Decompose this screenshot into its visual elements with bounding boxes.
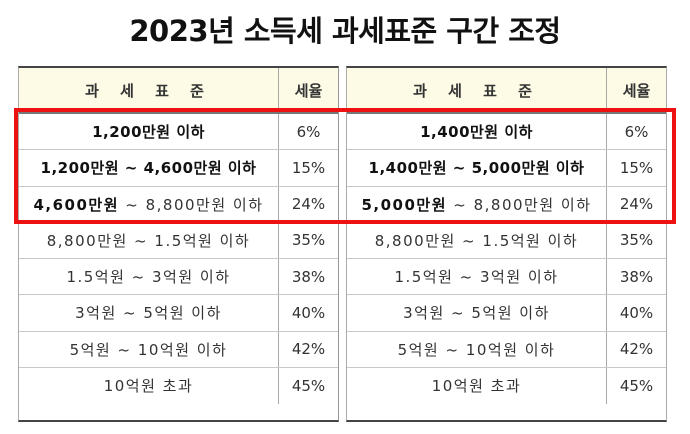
bracket-cell: 1,400만원 이하 bbox=[347, 114, 607, 150]
rate-cell: 15% bbox=[619, 158, 654, 177]
bracket-cell: 1,200만원 ~ 4,600만원 이하 bbox=[19, 150, 279, 186]
table-row: 8,800만원 ~ 1.5억원 이하 35% bbox=[347, 222, 666, 259]
bracket-rest-part: ~ 8,800만원 이하 bbox=[119, 195, 264, 214]
bracket-cell: 5억원 ~ 10억원 이하 bbox=[19, 331, 279, 367]
rate-cell: 38% bbox=[619, 267, 654, 286]
header-rate: 세율 bbox=[294, 81, 323, 100]
bracket-cell: 8,800만원 ~ 1.5억원 이하 bbox=[347, 222, 607, 258]
bracket-cell: 3억원 ~ 5억원 이하 bbox=[19, 295, 279, 331]
bracket-cell: 5,000만원 ~ 8,800만원 이하 bbox=[347, 186, 607, 222]
bracket-cell: 1.5억원 ~ 3억원 이하 bbox=[347, 259, 607, 295]
table-row: 3억원 ~ 5억원 이하 40% bbox=[347, 295, 666, 332]
rate-cell: 6% bbox=[624, 122, 649, 141]
header-bracket: 과 세 표 준 bbox=[19, 68, 279, 112]
bracket-cell: 8,800만원 ~ 1.5억원 이하 bbox=[19, 222, 279, 258]
table-row: 5억원 ~ 10억원 이하 42% bbox=[347, 331, 666, 368]
bracket-cell: 10억원 초과 bbox=[19, 367, 279, 404]
table-header: 과 세 표 준 세율 bbox=[347, 68, 666, 114]
rate-cell: 45% bbox=[619, 376, 654, 395]
table-row: 3억원 ~ 5억원 이하 40% bbox=[19, 295, 338, 332]
table-row: 8,800만원 ~ 1.5억원 이하 35% bbox=[19, 222, 338, 259]
table-header: 과 세 표 준 세율 bbox=[19, 68, 338, 114]
bracket-bold-part: 4,600만원 bbox=[33, 195, 120, 214]
header-rate: 세율 bbox=[622, 81, 651, 100]
rate-cell: 6% bbox=[296, 122, 321, 141]
rate-cell: 38% bbox=[291, 267, 326, 286]
table-row: 1,400만원 이하 6% bbox=[347, 114, 666, 151]
table-row: 5억원 ~ 10억원 이하 42% bbox=[19, 331, 338, 368]
rate-cell: 40% bbox=[291, 303, 326, 322]
table-row: 1.5억원 ~ 3억원 이하 38% bbox=[347, 259, 666, 296]
table-row: 5,000만원 ~ 8,800만원 이하 24% bbox=[347, 186, 666, 223]
rate-cell: 45% bbox=[291, 376, 326, 395]
rate-cell: 35% bbox=[291, 231, 326, 250]
bracket-cell: 1,400만원 ~ 5,000만원 이하 bbox=[347, 150, 607, 186]
rate-cell: 42% bbox=[291, 340, 326, 359]
bracket-bold-part: 5,000만원 bbox=[361, 195, 448, 214]
bracket-cell: 5억원 ~ 10억원 이하 bbox=[347, 331, 607, 367]
bracket-cell: 3억원 ~ 5억원 이하 bbox=[347, 295, 607, 331]
table-row: 10억원 초과 45% bbox=[19, 367, 338, 404]
table-row: 10억원 초과 45% bbox=[347, 367, 666, 404]
rate-cell: 24% bbox=[291, 195, 326, 214]
bracket-rest-part: ~ 8,800만원 이하 bbox=[447, 195, 592, 214]
page-title: 2023년 소득세 과세표준 구간 조정 bbox=[129, 14, 561, 48]
bracket-cell: 1,200만원 이하 bbox=[19, 114, 279, 150]
table-row: 1,200만원 ~ 4,600만원 이하 15% bbox=[19, 150, 338, 187]
table-row: 4,600만원 ~ 8,800만원 이하 24% bbox=[19, 186, 338, 223]
rate-cell: 42% bbox=[619, 340, 654, 359]
header-bracket: 과 세 표 준 bbox=[347, 68, 607, 112]
rate-cell: 40% bbox=[619, 303, 654, 322]
table-row: 1,200만원 이하 6% bbox=[19, 114, 338, 151]
bracket-cell: 4,600만원 ~ 8,800만원 이하 bbox=[19, 186, 279, 222]
table-row: 1,400만원 ~ 5,000만원 이하 15% bbox=[347, 150, 666, 187]
rate-cell: 24% bbox=[619, 195, 654, 214]
bracket-cell: 10억원 초과 bbox=[347, 367, 607, 404]
rate-cell: 15% bbox=[291, 158, 326, 177]
bracket-cell: 1.5억원 ~ 3억원 이하 bbox=[19, 259, 279, 295]
table-row: 1.5억원 ~ 3억원 이하 38% bbox=[19, 259, 338, 296]
rate-cell: 35% bbox=[619, 231, 654, 250]
tax-table-after: 과 세 표 준 세율 1,400만원 이하 6% 1,400만원 ~ 5,000… bbox=[346, 66, 667, 422]
tax-table-before: 과 세 표 준 세율 1,200만원 이하 6% 1,200만원 ~ 4,600… bbox=[18, 66, 339, 422]
